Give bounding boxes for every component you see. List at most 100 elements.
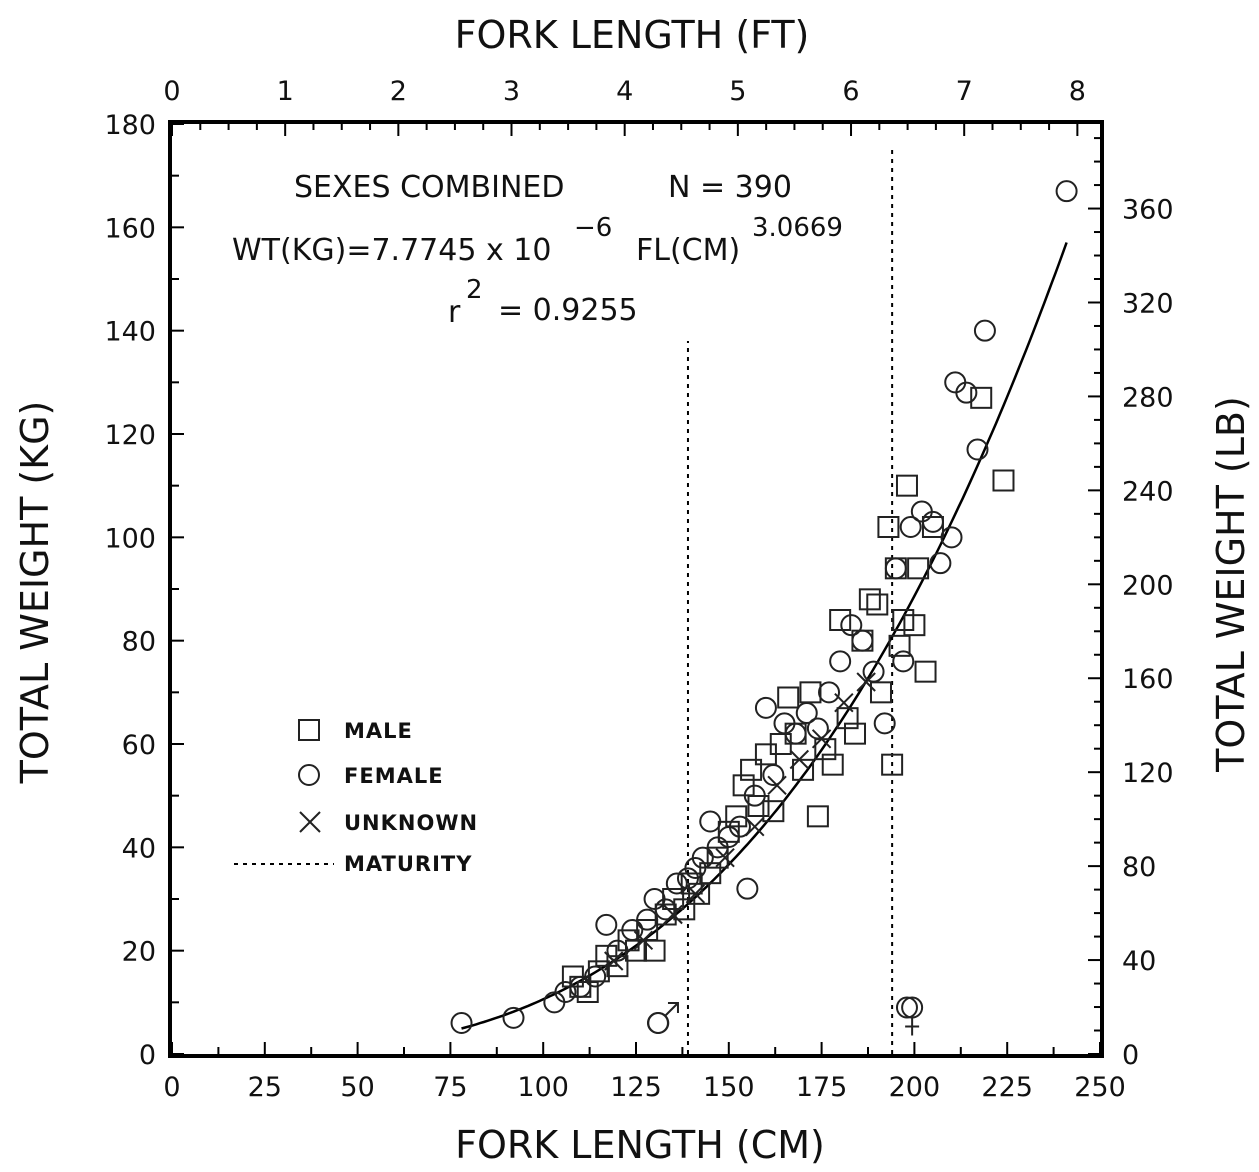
point-male	[625, 939, 647, 962]
point-male	[992, 469, 1015, 492]
point-male	[970, 386, 993, 409]
point-male	[869, 681, 892, 704]
point-female	[595, 913, 618, 936]
x-tick-label: 200	[889, 1072, 941, 1103]
legend-cross-symbol	[299, 811, 321, 833]
y-tick-label: 80	[122, 627, 156, 658]
point-male	[858, 588, 881, 611]
point-male	[821, 753, 844, 776]
point-unknown	[834, 692, 854, 713]
point-male	[732, 774, 755, 797]
y2-tick-label: 200	[1122, 570, 1174, 601]
point-unknown	[789, 749, 810, 770]
y2-tick-label: 320	[1122, 288, 1174, 319]
point-female	[1055, 180, 1078, 203]
point-male	[877, 516, 900, 538]
point-male	[587, 960, 610, 983]
point-male	[881, 753, 904, 776]
plot-frame	[168, 120, 1104, 1058]
point-female	[450, 1012, 473, 1034]
y-tick-label: 120	[104, 420, 156, 451]
legend-label-male: MALE	[344, 719, 413, 743]
point-female	[736, 877, 759, 900]
point-female	[940, 526, 963, 549]
male-symbol-arrow	[664, 1002, 679, 1017]
y-tick-label: 60	[122, 730, 156, 761]
x-tick-label: 175	[796, 1072, 848, 1103]
point-female	[554, 981, 577, 1003]
point-female	[895, 996, 918, 1019]
point-male	[777, 686, 800, 709]
point-male	[762, 800, 785, 823]
x2-tick-label: 0	[163, 76, 180, 107]
point-female	[884, 557, 907, 580]
r-squared-r: r	[448, 295, 461, 330]
point-male	[921, 516, 944, 538]
group-label: SEXES COMBINED	[294, 170, 564, 205]
y2-tick-label: 0	[1122, 1040, 1139, 1071]
legend-label-female: FEMALE	[344, 764, 444, 788]
point-male	[888, 634, 911, 657]
legend-label-maturity: MATURITY	[344, 852, 472, 876]
x2-tick-label: 5	[729, 76, 746, 107]
r-squared-value: = 0.9255	[498, 293, 638, 328]
y-tick-label: 40	[122, 833, 156, 864]
point-female	[762, 764, 785, 786]
x2-tick-label: 1	[277, 76, 294, 107]
bottom-axis-title: FORK LENGTH (CM)	[455, 1123, 825, 1167]
point-female	[806, 717, 829, 740]
point-female	[665, 872, 688, 895]
point-male	[806, 805, 829, 828]
equation-exponent-1: −6	[574, 213, 612, 243]
sample-size: N = 390	[668, 170, 792, 205]
y-tick-label: 180	[104, 110, 156, 141]
point-male	[706, 846, 729, 869]
x-tick-label: 75	[433, 1072, 467, 1103]
point-female	[643, 888, 666, 910]
point-female	[892, 650, 915, 673]
point-male	[717, 820, 740, 843]
point-male	[829, 609, 852, 631]
point-female	[829, 650, 852, 673]
equation-main: WT(KG)=7.7745 x 10	[232, 233, 551, 268]
point-female	[743, 784, 766, 807]
y-tick-label: 140	[104, 317, 156, 348]
point-male	[673, 898, 696, 921]
point-female	[754, 696, 777, 719]
y-tick-label: 0	[139, 1040, 156, 1071]
x-tick-label: 50	[340, 1072, 374, 1103]
point-male	[688, 882, 711, 905]
legend-circle-symbol	[298, 764, 320, 786]
point-male	[907, 557, 930, 580]
axis-ticks: 0 25 50 75 100 125 150 175 200 225 250020406080100…	[104, 76, 1173, 1103]
point-male	[836, 707, 859, 730]
y2-tick-label: 160	[1122, 664, 1174, 695]
equation-exponent-2: 3.0669	[752, 213, 843, 243]
point-male	[792, 758, 815, 781]
point-male	[740, 758, 763, 781]
point-unknown	[715, 847, 735, 868]
point-female	[691, 846, 714, 869]
point-female	[966, 438, 989, 461]
point-female	[899, 516, 922, 538]
female-symbol-cross	[905, 1017, 920, 1036]
point-female	[795, 702, 818, 724]
fit-annotation: SEXES COMBINED N = 390 WT(KG)=7.7745 x 1…	[232, 170, 843, 330]
point-male	[814, 738, 837, 761]
point-female	[647, 1012, 670, 1034]
point-female	[921, 510, 944, 533]
x2-tick-label: 6	[842, 76, 859, 107]
x2-tick-label: 8	[1069, 76, 1086, 107]
x2-tick-label: 7	[956, 76, 973, 107]
y-tick-label: 100	[104, 523, 156, 554]
point-female	[873, 712, 896, 735]
x-tick-label: 150	[703, 1072, 755, 1103]
point-female	[584, 965, 607, 988]
y2-tick-label: 280	[1122, 382, 1174, 413]
point-male	[799, 681, 822, 704]
point-unknown	[685, 884, 706, 904]
point-female	[569, 975, 592, 998]
x-tick-label: 100	[517, 1072, 569, 1103]
point-female	[929, 552, 952, 575]
